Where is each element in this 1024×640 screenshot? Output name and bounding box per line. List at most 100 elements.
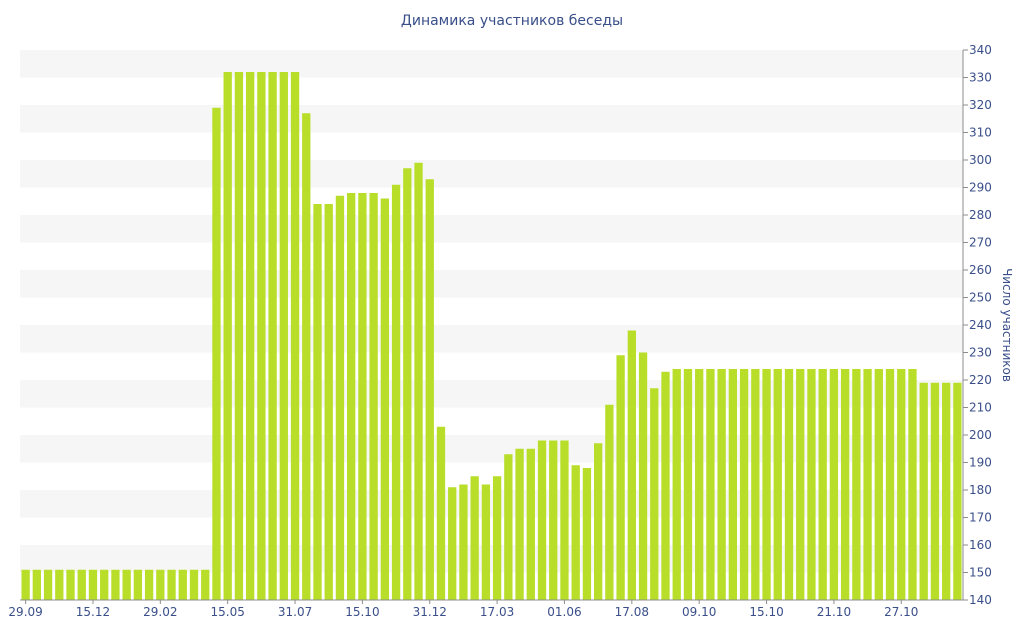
bar[interactable] — [324, 204, 333, 600]
bar[interactable] — [492, 476, 502, 600]
bar[interactable] — [425, 179, 434, 600]
bar[interactable] — [178, 569, 187, 600]
bar[interactable] — [313, 204, 322, 600]
x-tick-label: 15.05 — [211, 605, 245, 619]
bar[interactable] — [268, 72, 277, 600]
bar[interactable] — [773, 369, 782, 600]
bar[interactable] — [695, 369, 704, 600]
bar[interactable] — [21, 569, 30, 600]
bar[interactable] — [481, 484, 491, 601]
bar[interactable] — [515, 448, 524, 600]
bar[interactable] — [448, 487, 457, 600]
bar[interactable] — [784, 369, 794, 600]
bar[interactable] — [863, 369, 872, 600]
bar[interactable] — [818, 369, 827, 600]
bar[interactable] — [459, 484, 468, 601]
bar[interactable] — [526, 448, 535, 600]
bar[interactable] — [380, 198, 390, 601]
bar[interactable] — [537, 440, 547, 601]
bar[interactable] — [167, 569, 176, 600]
x-tick-label: 29.02 — [143, 605, 177, 619]
bar[interactable] — [111, 569, 120, 600]
y-axis: 140 150 160 170 180 190 200 210 220 230 240 250 260 2… — [962, 43, 992, 607]
bar[interactable] — [650, 388, 659, 600]
bar[interactable] — [953, 382, 962, 600]
y-tick-label: 300 — [969, 153, 992, 167]
bar[interactable] — [32, 569, 41, 600]
bars — [21, 72, 962, 601]
bar[interactable] — [717, 369, 726, 600]
bar[interactable] — [290, 72, 300, 600]
x-tick-label: 31.07 — [278, 605, 312, 619]
bar[interactable] — [414, 162, 423, 600]
bar[interactable] — [133, 569, 143, 600]
grid-band — [20, 380, 963, 408]
grid-band — [20, 215, 963, 243]
bar[interactable] — [796, 369, 805, 600]
bar[interactable] — [302, 113, 311, 600]
bar[interactable] — [807, 369, 816, 600]
bar[interactable] — [201, 569, 210, 600]
bar[interactable] — [223, 72, 232, 600]
grid-bands — [20, 50, 963, 573]
bar[interactable] — [728, 369, 738, 600]
bar[interactable] — [100, 569, 109, 600]
bar[interactable] — [403, 168, 412, 600]
bar[interactable] — [930, 382, 940, 600]
bar[interactable] — [739, 369, 749, 600]
bar[interactable] — [751, 369, 760, 600]
bar[interactable] — [616, 355, 625, 600]
y-tick-label: 330 — [969, 71, 992, 85]
bar[interactable] — [369, 193, 378, 600]
bar[interactable] — [77, 569, 86, 600]
bar[interactable] — [347, 193, 356, 600]
bar[interactable] — [897, 369, 906, 600]
bar[interactable] — [144, 569, 154, 600]
bar[interactable] — [55, 569, 64, 600]
bar[interactable] — [593, 443, 603, 600]
bar[interactable] — [43, 569, 53, 600]
y-tick-label: 230 — [969, 346, 992, 360]
bar[interactable] — [212, 107, 221, 600]
bar[interactable] — [549, 440, 558, 601]
bar[interactable] — [840, 369, 850, 600]
bar[interactable] — [683, 369, 693, 600]
bar[interactable] — [66, 569, 75, 600]
x-tick-label: 15.12 — [76, 605, 110, 619]
bar[interactable] — [122, 569, 131, 600]
bar[interactable] — [638, 352, 648, 601]
bar[interactable] — [661, 371, 670, 600]
bar[interactable] — [582, 468, 592, 600]
bar[interactable] — [391, 184, 401, 600]
bar[interactable] — [852, 369, 861, 600]
bar[interactable] — [942, 382, 951, 600]
bar[interactable] — [436, 426, 446, 600]
y-tick-label: 220 — [969, 373, 992, 387]
bar[interactable] — [257, 72, 266, 600]
bar[interactable] — [470, 476, 479, 600]
bar[interactable] — [279, 72, 288, 600]
bar[interactable] — [885, 369, 895, 600]
bar[interactable] — [358, 193, 367, 600]
bar[interactable] — [335, 195, 345, 600]
bar[interactable] — [874, 369, 883, 600]
bar[interactable] — [672, 369, 681, 600]
x-tick-label: 01.06 — [547, 605, 581, 619]
bar[interactable] — [88, 569, 98, 600]
bar[interactable] — [234, 72, 244, 600]
bar[interactable] — [762, 369, 771, 600]
chart-title: Динамика участников беседы — [400, 13, 624, 29]
bar[interactable] — [919, 382, 928, 600]
bar[interactable] — [571, 465, 580, 600]
bar[interactable] — [829, 369, 839, 600]
bar[interactable] — [627, 330, 636, 601]
bar[interactable] — [245, 72, 255, 600]
bar[interactable] — [605, 404, 614, 600]
bar[interactable] — [504, 454, 513, 600]
bar[interactable] — [908, 369, 917, 600]
bar[interactable] — [560, 440, 569, 601]
grid-band — [20, 325, 963, 353]
bar[interactable] — [706, 369, 715, 600]
bar[interactable] — [156, 569, 165, 600]
bar[interactable] — [189, 569, 199, 600]
